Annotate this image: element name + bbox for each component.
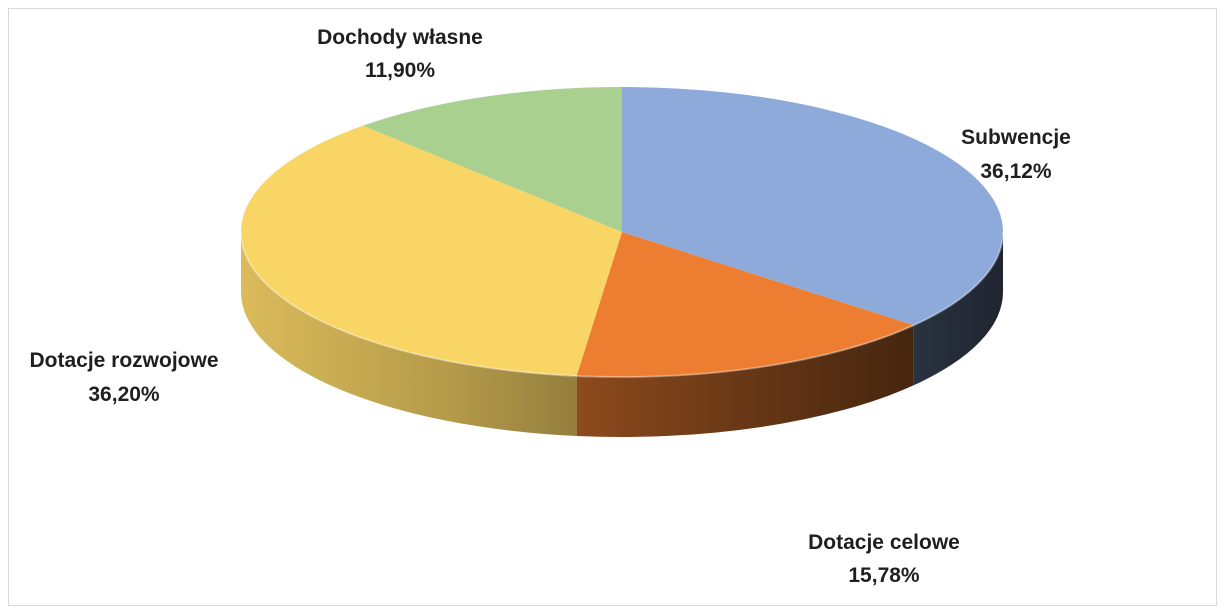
pie-rim-highlight [240,231,1004,378]
slice-dochody-własne-value-label: 11,90% [365,59,435,82]
slice-subwencje [622,86,1004,326]
slice-dotacje-celowe-value-label: 15,78% [848,564,920,587]
slice-dochody-własne-name-label: Dochody własne [317,26,483,49]
slice-subwencje-name-label: Subwencje [961,126,1071,149]
slice-subwencje-value-label: 36,12% [980,160,1052,183]
pie-sides [240,232,1003,438]
slice-dochody-własne [362,87,622,232]
slice-dotacje-rozwojowe-side [240,232,577,436]
slice-dotacje-celowe [576,232,914,378]
pie-labels: Subwencje 36,12% Dotacje celowe 15,78% Dotac… [29,26,1070,587]
slice-subwencje-side [913,232,1003,386]
slice-dotacje-rozwojowe-name-label: Dotacje rozwojowe [29,349,218,372]
slice-dotacje-celowe-side [576,325,914,438]
slice-dotacje-celowe-name-label: Dotacje celowe [808,531,960,554]
pie-tops [240,86,1004,378]
slice-dotacje-rozwojowe-value-label: 36,20% [88,383,160,406]
slice-dotacje-rozwojowe [241,125,623,376]
